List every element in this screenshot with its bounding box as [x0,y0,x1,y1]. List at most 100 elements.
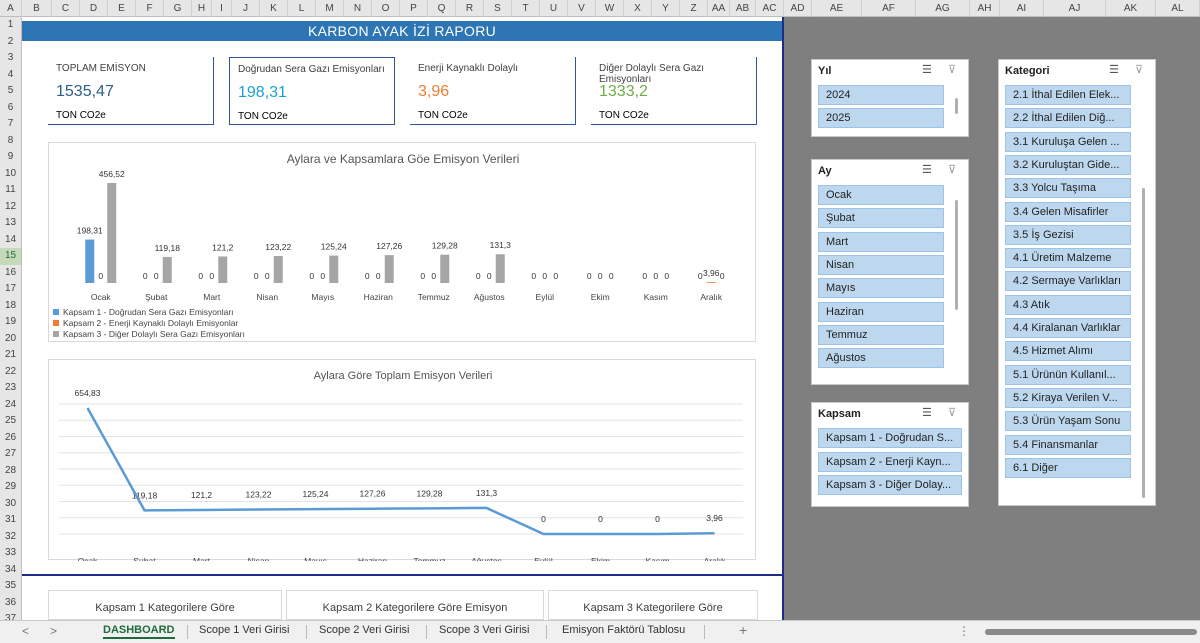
slicer-item[interactable]: 6.1 Diğer [1005,457,1131,478]
scope2-category-chart[interactable]: Kapsam 2 Kategorilere Göre Emisyon [286,590,544,620]
tab-scope2[interactable]: Scope 2 Veri Girisi [319,624,410,636]
column-header[interactable]: M [316,0,344,17]
slicer-item[interactable]: 3.1 Kuruluşa Gelen ... [1005,131,1131,152]
slicer-item[interactable]: 4.3 Atık [1005,294,1131,315]
slicer-item[interactable]: 3.4 Gelen Misafirler [1005,201,1131,222]
row-header[interactable]: 10 [4,167,17,179]
slicer-item[interactable]: 5.2 Kiraya Verilen V... [1005,387,1131,408]
column-header[interactable]: AH [970,0,1000,17]
row-header[interactable]: 21 [4,349,17,360]
slicer-item[interactable]: Ağustos [818,348,944,369]
tab-scope3[interactable]: Scope 3 Veri Girisi [439,624,530,636]
slicer-item[interactable]: Kapsam 3 - Diğer Dolay... [818,475,962,495]
row-header[interactable]: 27 [4,448,17,459]
column-header[interactable]: Z [680,0,708,17]
slicer-item[interactable]: Kapsam 1 - Doğrudan S... [818,428,962,448]
monthly-total-line-chart[interactable]: Aylara Göre Toplam Emisyon Verileri Ocak 6… [48,359,756,561]
tab-dashboard[interactable]: DASHBOARD [103,624,175,639]
row-header[interactable]: 8 [7,134,14,146]
slicer-item[interactable]: Kapsam 2 - Enerji Kayn... [818,452,962,472]
multi-select-icon[interactable]: ☰ [922,64,932,76]
row-header[interactable]: 18 [4,299,17,311]
column-header[interactable]: W [596,0,624,17]
column-header[interactable]: Y [652,0,680,17]
slicer-item[interactable]: 4.2 Sermaye Varlıkları [1005,271,1131,292]
row-header[interactable]: 19 [4,316,17,327]
column-header[interactable]: H [192,0,212,17]
column-header[interactable]: O [372,0,400,17]
row-header[interactable]: 1 [7,19,14,30]
column-header[interactable]: C [52,0,80,17]
row-header[interactable]: 30 [4,497,17,509]
row-header[interactable]: 34 [4,563,17,575]
next-sheet-button[interactable]: > [50,624,58,638]
row-header[interactable]: 33 [4,547,17,558]
horizontal-scrollbar[interactable] [985,629,1197,635]
slicer-month[interactable]: Ay ☰ ⊽ Ocak Şubat Mart Nisan Mayıs Haziran Tem… [811,159,969,385]
clear-filter-icon[interactable]: ⊽ [948,407,957,419]
row-header[interactable]: 28 [4,464,17,476]
column-header[interactable]: B [22,0,52,17]
column-header[interactable]: V [568,0,596,17]
column-header[interactable]: J [232,0,260,17]
slicer-item[interactable]: 5.3 Ürün Yaşam Sonu [1005,411,1131,432]
row-header[interactable]: 17 [4,283,17,294]
slicer-item[interactable]: 3.3 Yolcu Taşıma [1005,178,1131,199]
row-header[interactable]: 7 [7,118,14,129]
slicer-scrollbar[interactable] [955,200,958,310]
slicer-item[interactable]: Haziran [818,301,944,322]
tab-scope1[interactable]: Scope 1 Veri Girisi [199,624,290,636]
scope1-category-chart[interactable]: Kapsam 1 Kategorilere Göre [48,590,282,620]
column-header[interactable]: D [80,0,108,17]
column-header[interactable]: AJ [1044,0,1106,17]
column-header[interactable]: AL [1156,0,1200,17]
row-header[interactable]: 5 [7,85,14,96]
row-header[interactable]: 32 [4,530,17,542]
slicer-item[interactable]: 5.1 Ürünün Kullanıl... [1005,364,1131,385]
row-header[interactable]: 23 [4,382,17,393]
row-header[interactable]: 22 [4,365,17,377]
row-header[interactable]: 26 [4,431,17,443]
slicer-year[interactable]: Yıl ☰ ⊽ 2024 2025 [811,59,969,137]
row-header[interactable]: 20 [4,332,17,344]
slicer-item[interactable]: 3.5 İş Gezisi [1005,224,1131,245]
multi-select-icon[interactable]: ☰ [922,164,932,176]
row-header[interactable]: 24 [4,398,17,410]
column-header[interactable]: AB [730,0,756,17]
row-header[interactable]: 25 [4,415,17,426]
row-header[interactable]: 16 [4,266,17,278]
row-header[interactable]: 36 [4,596,17,608]
row-header[interactable]: 35 [4,580,17,591]
slicer-item[interactable]: 5.4 Finansmanlar [1005,434,1131,455]
row-header[interactable]: 9 [7,151,14,162]
slicer-item[interactable]: Mayıs [818,278,944,299]
column-header[interactable]: AI [1000,0,1044,17]
prev-sheet-button[interactable]: < [22,624,30,638]
slicer-scrollbar[interactable] [955,98,958,114]
multi-select-icon[interactable]: ☰ [922,407,932,419]
multi-select-icon[interactable]: ☰ [1109,64,1119,76]
column-header[interactable]: E [108,0,136,17]
column-header[interactable]: U [540,0,568,17]
column-header[interactable]: T [512,0,540,17]
column-header[interactable]: AA [708,0,730,17]
slicer-item[interactable]: Ocak [818,185,944,205]
row-header[interactable]: 29 [4,481,17,492]
slicer-item[interactable]: Şubat [818,208,944,229]
row-header[interactable]: 3 [7,52,14,63]
column-header[interactable]: I [212,0,232,17]
column-header[interactable]: AD [784,0,812,17]
add-sheet-button[interactable]: + [739,622,748,638]
row-header[interactable]: 37 [4,613,17,624]
column-header[interactable]: F [136,0,164,17]
clear-filter-icon[interactable]: ⊽ [1135,64,1144,76]
row-header[interactable]: 13 [4,217,17,228]
column-header[interactable]: S [484,0,512,17]
slicer-item[interactable]: Temmuz [818,324,944,345]
slicer-scope[interactable]: Kapsam ☰ ⊽ Kapsam 1 - Doğrudan S... Kaps… [811,402,969,507]
column-header[interactable]: Q [428,0,456,17]
column-header[interactable]: A [0,0,22,17]
slicer-scrollbar[interactable] [1142,188,1145,498]
slicer-item[interactable]: 2025 [818,108,944,128]
row-header[interactable]: 12 [4,200,17,212]
